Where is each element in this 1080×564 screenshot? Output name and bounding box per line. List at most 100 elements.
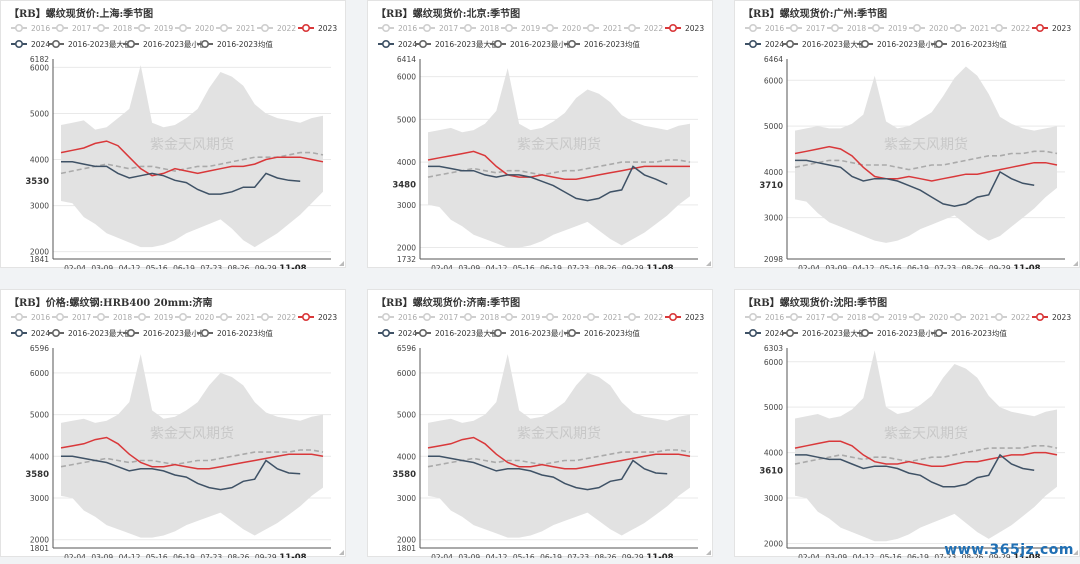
site-watermark: www.365jz.com	[944, 542, 1074, 558]
legend-swatch-marker	[301, 312, 310, 321]
x-tick-label: 05-16	[513, 264, 535, 269]
resize-handle[interactable]	[339, 261, 344, 266]
legend-swatch-marker	[749, 23, 758, 32]
legend-label: 2019	[154, 24, 173, 33]
legend-swatch-marker	[861, 39, 870, 48]
y-tick-label: 3000	[397, 494, 416, 503]
series-2024-line	[795, 159, 1035, 207]
chart-title: 【RB】价格:螺纹钢:HRB400 20mm:济南	[9, 298, 213, 309]
chart-watermark: 紫金天风期货	[150, 425, 234, 442]
resize-handle[interactable]	[706, 550, 711, 555]
legend-label: 2022	[277, 24, 296, 33]
chart-title: 【RB】螺纹现货价:上海:季节图	[9, 9, 154, 20]
legend-swatch-marker	[789, 312, 798, 321]
x-tick-label: 02-04	[64, 264, 86, 269]
legend-swatch-marker	[627, 23, 636, 32]
legend-swatch-marker	[954, 23, 963, 32]
mean-line	[794, 150, 1058, 171]
current-value-bg	[757, 463, 785, 477]
legend-label: 2022	[1011, 313, 1030, 322]
legend-swatch-marker	[464, 312, 473, 321]
x-tick-label: 07-23	[567, 553, 589, 558]
legend-label: 2022	[277, 313, 296, 322]
series-2024-line	[428, 455, 668, 491]
x-tick-label: 02-04	[64, 553, 86, 558]
legend-swatch-marker	[382, 312, 391, 321]
legend-swatch-marker	[260, 312, 269, 321]
legend-swatch-marker	[935, 328, 944, 337]
resize-handle[interactable]	[1073, 261, 1078, 266]
y-tick-label: 6000	[30, 369, 49, 378]
resize-handle[interactable]	[706, 261, 711, 266]
legend-label: 2018	[847, 24, 866, 33]
legend-label: 2016-2023最小值	[510, 39, 574, 49]
resize-handle[interactable]	[1073, 550, 1078, 555]
legend-label: 2022	[1011, 24, 1030, 33]
legend-swatch-marker	[138, 23, 147, 32]
legend-label: 2016	[31, 24, 50, 33]
legend-swatch-marker	[587, 312, 596, 321]
legend-label: 2024	[398, 329, 417, 338]
x-tick-label: 03-09	[91, 264, 113, 269]
legend-label: 2023	[318, 313, 337, 322]
current-value-label: 3480	[392, 180, 416, 190]
x-tick-label: 03-09	[825, 264, 847, 269]
legend-label: 2016-2023最小值	[143, 39, 207, 49]
chart-panel: 【RB】螺纹现货价:北京:季节图 2016 2017 2018 2019 2020 2021…	[367, 0, 713, 269]
legend-label: 2020	[562, 313, 581, 322]
legend-label: 2016	[31, 313, 50, 322]
legend-swatch-marker	[127, 328, 136, 337]
y-tick-label: 3000	[397, 201, 416, 210]
legend-label: 2016-2023最小值	[877, 39, 941, 49]
current-value-bg	[23, 466, 51, 480]
y-tick-label: 6303	[764, 344, 783, 353]
y-tick-label: 6596	[30, 344, 49, 353]
y-tick-label: 5000	[764, 403, 783, 412]
y-tick-label: 5000	[30, 109, 49, 118]
legend-label: 2017	[72, 313, 91, 322]
x-tick-label: 07-23	[934, 553, 956, 558]
legend-swatch-marker	[220, 312, 229, 321]
legend-swatch-marker	[789, 23, 798, 32]
legend-swatch-marker	[505, 312, 514, 321]
legend-label: 2024	[765, 40, 784, 49]
y-tick-label: 5000	[30, 411, 49, 420]
current-value-bg	[757, 178, 785, 192]
x-tick-label: 06-19	[540, 264, 562, 269]
x-tick-label: 11-08	[279, 553, 306, 558]
mean-line	[427, 159, 691, 178]
legend-swatch-marker	[546, 312, 555, 321]
current-value-label: 3580	[25, 470, 49, 480]
chart-title: 【RB】螺纹现货价:济南:季节图	[376, 298, 521, 309]
legend-swatch-marker	[494, 328, 503, 337]
legend-swatch-marker	[382, 39, 391, 48]
seasonal-chart: 2016 2017 2018 2019 2020 2021 2022 2023 2024 2016…	[378, 23, 704, 269]
legend-swatch-marker	[51, 328, 60, 337]
series-2024-line	[795, 453, 1035, 488]
legend-label: 2018	[113, 313, 132, 322]
legend-label: 2016-2023最大值	[802, 328, 866, 338]
legend-label: 2019	[888, 24, 907, 33]
resize-handle[interactable]	[339, 550, 344, 555]
x-tick-label: 11-08	[279, 264, 306, 269]
x-tick-label: 03-09	[91, 553, 113, 558]
legend-swatch-marker	[201, 328, 210, 337]
y-tick-label: 4000	[397, 452, 416, 461]
legend-label: 2020	[195, 313, 214, 322]
legend-swatch-marker	[97, 312, 106, 321]
seasonal-chart: 2016 2017 2018 2019 2020 2021 2022 2023 2024 2016…	[11, 23, 337, 269]
legend-label: 2020	[929, 313, 948, 322]
legend-label: 2016-2023最大值	[435, 328, 499, 338]
legend-label: 2021	[236, 24, 255, 33]
legend-label: 2016-2023最大值	[68, 328, 132, 338]
legend-label: 2017	[806, 24, 825, 33]
y-tick-label: 4000	[764, 168, 783, 177]
legend-label: 2019	[888, 313, 907, 322]
x-tick-label: 11-08	[646, 553, 673, 558]
legend-swatch-marker	[15, 39, 24, 48]
legend-swatch-marker	[15, 312, 24, 321]
legend-swatch-marker	[179, 312, 188, 321]
y-tick-label: 2000	[30, 536, 49, 545]
y-tick-label: 4000	[30, 452, 49, 461]
mean-line	[794, 445, 1058, 465]
